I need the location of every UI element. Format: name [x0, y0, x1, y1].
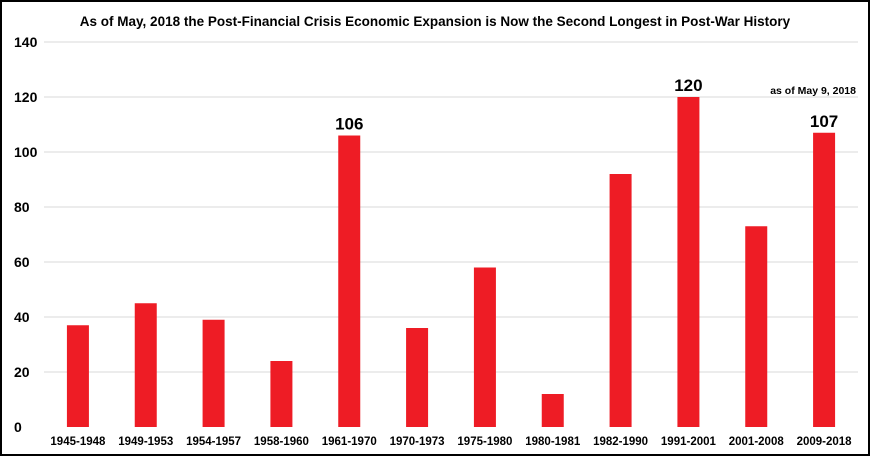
y-tick-label: 20	[14, 364, 30, 380]
x-tick-label: 2001-2008	[729, 436, 785, 448]
data-label: 107	[810, 112, 838, 131]
bar	[66, 325, 89, 427]
x-tick-label: 2009-2018	[797, 436, 853, 448]
bar	[813, 132, 836, 427]
bar	[473, 267, 496, 427]
x-tick-label: 1980-1981	[525, 436, 581, 448]
x-tick-label: 1945-1948	[50, 436, 106, 448]
bar	[541, 394, 564, 427]
bar	[270, 361, 293, 427]
data-label: 120	[674, 76, 702, 95]
bar	[745, 226, 768, 427]
x-tick-label: 1970-1973	[390, 436, 445, 448]
bar	[406, 328, 429, 427]
y-tick-label: 80	[14, 199, 30, 215]
bar	[677, 97, 700, 427]
data-label: 106	[335, 115, 363, 134]
y-tick-label: 120	[14, 89, 38, 105]
bar	[202, 319, 225, 427]
y-tick-label: 100	[14, 144, 38, 160]
y-tick-label: 140	[14, 34, 38, 50]
x-tick-label: 1949-1953	[118, 436, 173, 448]
bar	[609, 174, 632, 427]
y-tick-label: 40	[14, 309, 30, 325]
x-tick-label: 1954-1957	[186, 436, 241, 448]
annotation-note: as of May 9, 2018	[770, 85, 856, 97]
x-tick-label: 1982-1990	[593, 436, 648, 448]
x-tick-label: 1958-1960	[254, 436, 309, 448]
bar	[134, 303, 157, 427]
chart-title: As of May, 2018 the Post-Financial Crisi…	[79, 14, 791, 29]
y-tick-label: 60	[14, 254, 30, 270]
x-tick-label: 1975-1980	[457, 436, 512, 448]
y-tick-label: 0	[14, 419, 22, 435]
x-tick-label: 1961-1970	[322, 436, 377, 448]
bar	[338, 135, 361, 427]
x-tick-label: 1991-2001	[661, 436, 717, 448]
